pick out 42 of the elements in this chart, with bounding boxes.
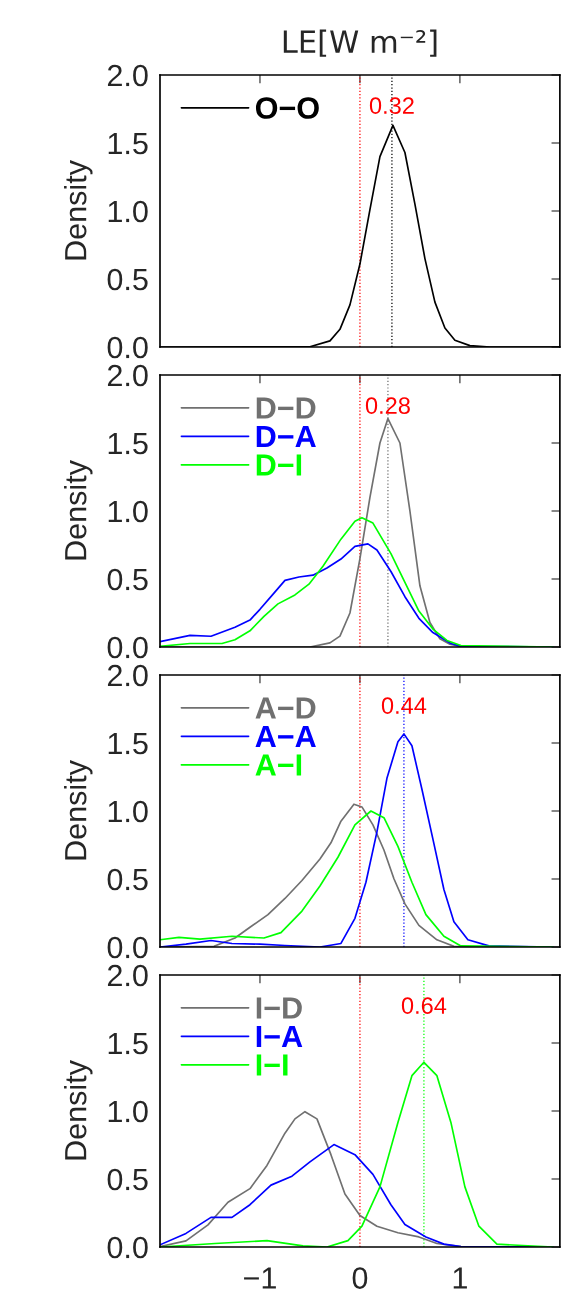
y-tick-label: 0.5 xyxy=(107,568,148,591)
legend-label: I−I xyxy=(256,1054,288,1076)
ref-line-label: 0.64 xyxy=(401,997,447,1014)
x-tick-label: 1 xyxy=(453,1267,467,1289)
legend-label: I−A xyxy=(256,1025,303,1048)
y-axis-title: Density xyxy=(64,460,93,560)
x-tick-label: −1 xyxy=(244,1267,276,1289)
y-axis-title: Density xyxy=(64,760,93,860)
y-tick-label: 0.5 xyxy=(107,268,148,291)
ref-line-label: 0.28 xyxy=(365,397,410,414)
y-tick-label: 0.5 xyxy=(107,1168,148,1191)
y-tick-label: 1.5 xyxy=(108,1033,148,1055)
y-axis-title: Density xyxy=(64,160,93,260)
y-tick-label: 0.0 xyxy=(107,336,148,359)
y-tick-label: 1.0 xyxy=(108,500,148,523)
y-tick-label: 1.0 xyxy=(108,200,148,223)
text: O−O xyxy=(255,97,319,119)
y-tick-label: 2.0 xyxy=(107,64,148,87)
legend-label: D−I xyxy=(256,454,302,476)
ref-line-label: 0.44 xyxy=(381,697,427,714)
y-tick-label: 1.5 xyxy=(108,433,148,455)
y-tick-label: 1.0 xyxy=(108,800,148,823)
chart-title: LE[W m⁻²] xyxy=(283,29,437,57)
y-tick-label: 0.0 xyxy=(107,936,148,959)
y-tick-label: 2.0 xyxy=(107,664,148,687)
legend-label: A−I xyxy=(255,754,302,776)
legend-label: D−D xyxy=(256,397,316,419)
y-tick-label: 1.5 xyxy=(108,133,148,155)
x-tick-label: 0 xyxy=(352,1267,368,1289)
y-tick-label: 0.0 xyxy=(107,1236,148,1259)
y-tick-label: 2.0 xyxy=(107,964,148,987)
y-tick-label: 0.0 xyxy=(107,636,148,659)
legend-label: A−A xyxy=(255,725,316,748)
y-tick-label: 0.5 xyxy=(107,868,148,891)
y-tick-label: 1.0 xyxy=(108,1100,148,1123)
ref-line-label: 0.32 xyxy=(369,97,414,114)
y-axis-title: Density xyxy=(64,1060,93,1160)
y-tick-label: 1.5 xyxy=(108,733,148,755)
y-tick-label: 2.0 xyxy=(107,364,148,387)
legend-label: D−A xyxy=(256,425,316,448)
legend-label: I−D xyxy=(256,997,302,1019)
legend-label: A−D xyxy=(255,697,316,719)
